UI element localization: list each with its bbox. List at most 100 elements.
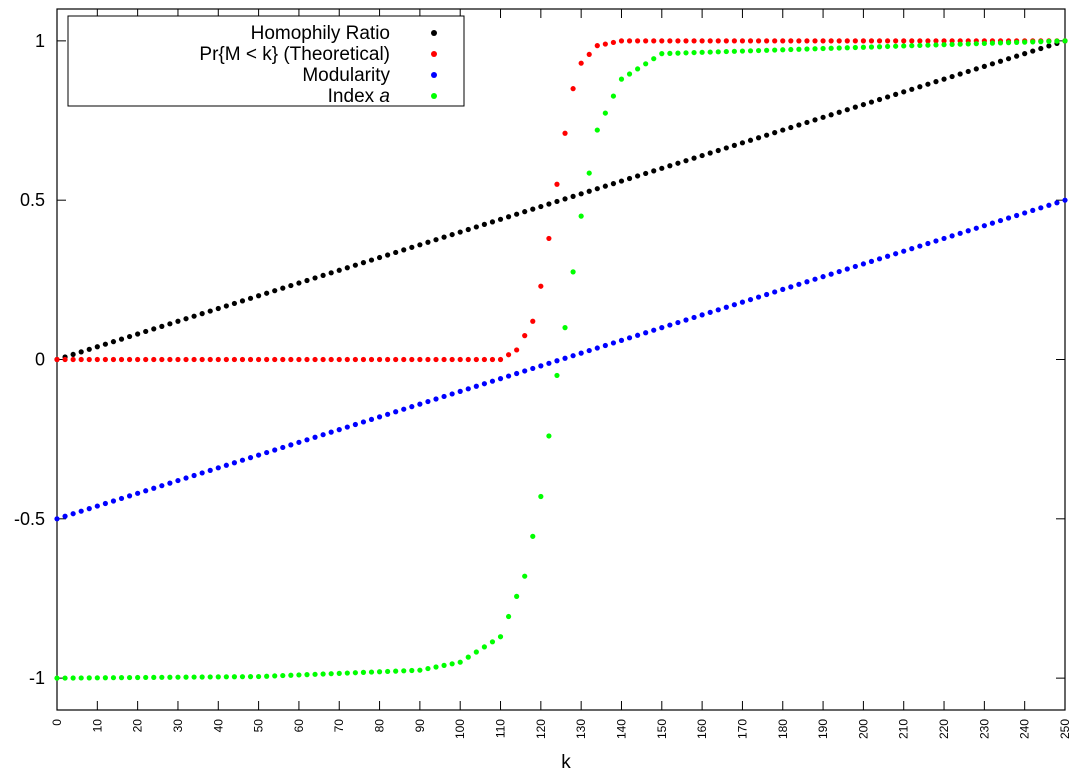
data-point xyxy=(635,173,641,179)
data-point xyxy=(352,262,358,268)
data-point xyxy=(868,258,875,264)
data-point xyxy=(884,38,891,44)
data-point xyxy=(820,38,826,44)
data-point xyxy=(126,333,133,340)
data-point xyxy=(296,356,302,363)
data-point xyxy=(780,127,786,133)
data-point xyxy=(909,86,915,92)
data-point xyxy=(764,132,770,138)
data-point xyxy=(997,217,1004,224)
data-point xyxy=(288,356,294,363)
data-point xyxy=(264,673,270,679)
data-point xyxy=(965,228,971,234)
data-point xyxy=(336,427,342,433)
data-point xyxy=(1038,45,1044,52)
data-point xyxy=(489,219,496,225)
data-point xyxy=(328,356,334,363)
x-tick-label: 170 xyxy=(735,719,749,739)
data-point xyxy=(256,452,262,458)
data-point xyxy=(522,209,528,215)
data-point xyxy=(836,268,842,275)
data-point xyxy=(949,38,955,44)
data-point xyxy=(852,44,858,51)
data-point xyxy=(570,269,576,275)
data-point xyxy=(1046,202,1052,208)
data-point xyxy=(618,38,625,44)
data-point xyxy=(610,39,617,46)
data-point xyxy=(199,356,205,363)
data-point xyxy=(860,44,867,50)
data-point xyxy=(925,240,931,247)
data-point xyxy=(715,307,721,313)
data-point xyxy=(505,352,512,358)
data-point xyxy=(610,93,617,99)
data-point xyxy=(449,356,455,363)
data-point xyxy=(747,137,754,143)
data-point xyxy=(304,277,310,284)
data-point xyxy=(554,372,560,379)
data-point xyxy=(433,396,439,402)
data-point xyxy=(1014,53,1020,59)
data-point xyxy=(280,285,286,291)
data-point xyxy=(417,667,423,673)
data-point xyxy=(546,201,552,207)
data-point xyxy=(659,51,665,57)
data-point xyxy=(514,211,520,217)
data-point xyxy=(70,675,76,681)
data-point xyxy=(449,661,455,667)
data-point xyxy=(207,308,213,314)
x-tick-label: 100 xyxy=(453,719,467,739)
data-point xyxy=(997,40,1004,46)
legend-box xyxy=(67,15,465,107)
data-point xyxy=(481,221,487,227)
data-point xyxy=(626,335,633,341)
data-point xyxy=(191,313,197,319)
data-point xyxy=(110,675,117,681)
data-point xyxy=(505,214,512,220)
data-point xyxy=(151,485,157,491)
data-point xyxy=(586,51,592,58)
y-tick-label: 0.5 xyxy=(20,190,45,210)
data-point xyxy=(554,358,560,364)
data-point xyxy=(62,513,68,519)
data-point xyxy=(989,40,996,46)
data-point xyxy=(594,127,600,133)
data-point xyxy=(1038,39,1044,45)
data-point xyxy=(159,483,165,489)
data-point xyxy=(1054,38,1060,44)
data-point xyxy=(538,493,544,500)
data-point xyxy=(215,305,221,312)
data-point xyxy=(352,356,358,363)
data-point xyxy=(215,674,221,680)
data-point xyxy=(796,122,802,128)
data-point xyxy=(941,38,947,44)
data-point xyxy=(102,356,108,363)
data-point xyxy=(118,495,125,502)
data-point xyxy=(755,135,762,141)
data-point xyxy=(651,327,657,333)
data-point xyxy=(578,60,584,66)
data-point xyxy=(441,393,447,400)
data-point xyxy=(828,112,834,118)
data-point xyxy=(247,295,254,301)
data-point xyxy=(199,311,205,317)
legend-label: Modularity xyxy=(302,65,390,86)
data-point xyxy=(102,500,108,507)
data-point xyxy=(62,356,68,363)
data-point xyxy=(901,248,907,254)
data-point xyxy=(199,674,205,680)
x-axis-title: k xyxy=(561,752,571,773)
data-point xyxy=(707,150,713,156)
data-point xyxy=(852,104,858,110)
data-point xyxy=(643,170,649,177)
x-tick-label: 40 xyxy=(211,719,225,733)
data-point xyxy=(796,46,802,52)
data-point xyxy=(1046,43,1052,49)
data-point xyxy=(135,490,141,496)
data-point xyxy=(893,251,899,257)
data-point xyxy=(618,76,625,82)
data-point xyxy=(949,233,955,239)
data-point xyxy=(917,42,923,49)
data-point xyxy=(610,340,617,346)
data-point xyxy=(376,356,383,363)
